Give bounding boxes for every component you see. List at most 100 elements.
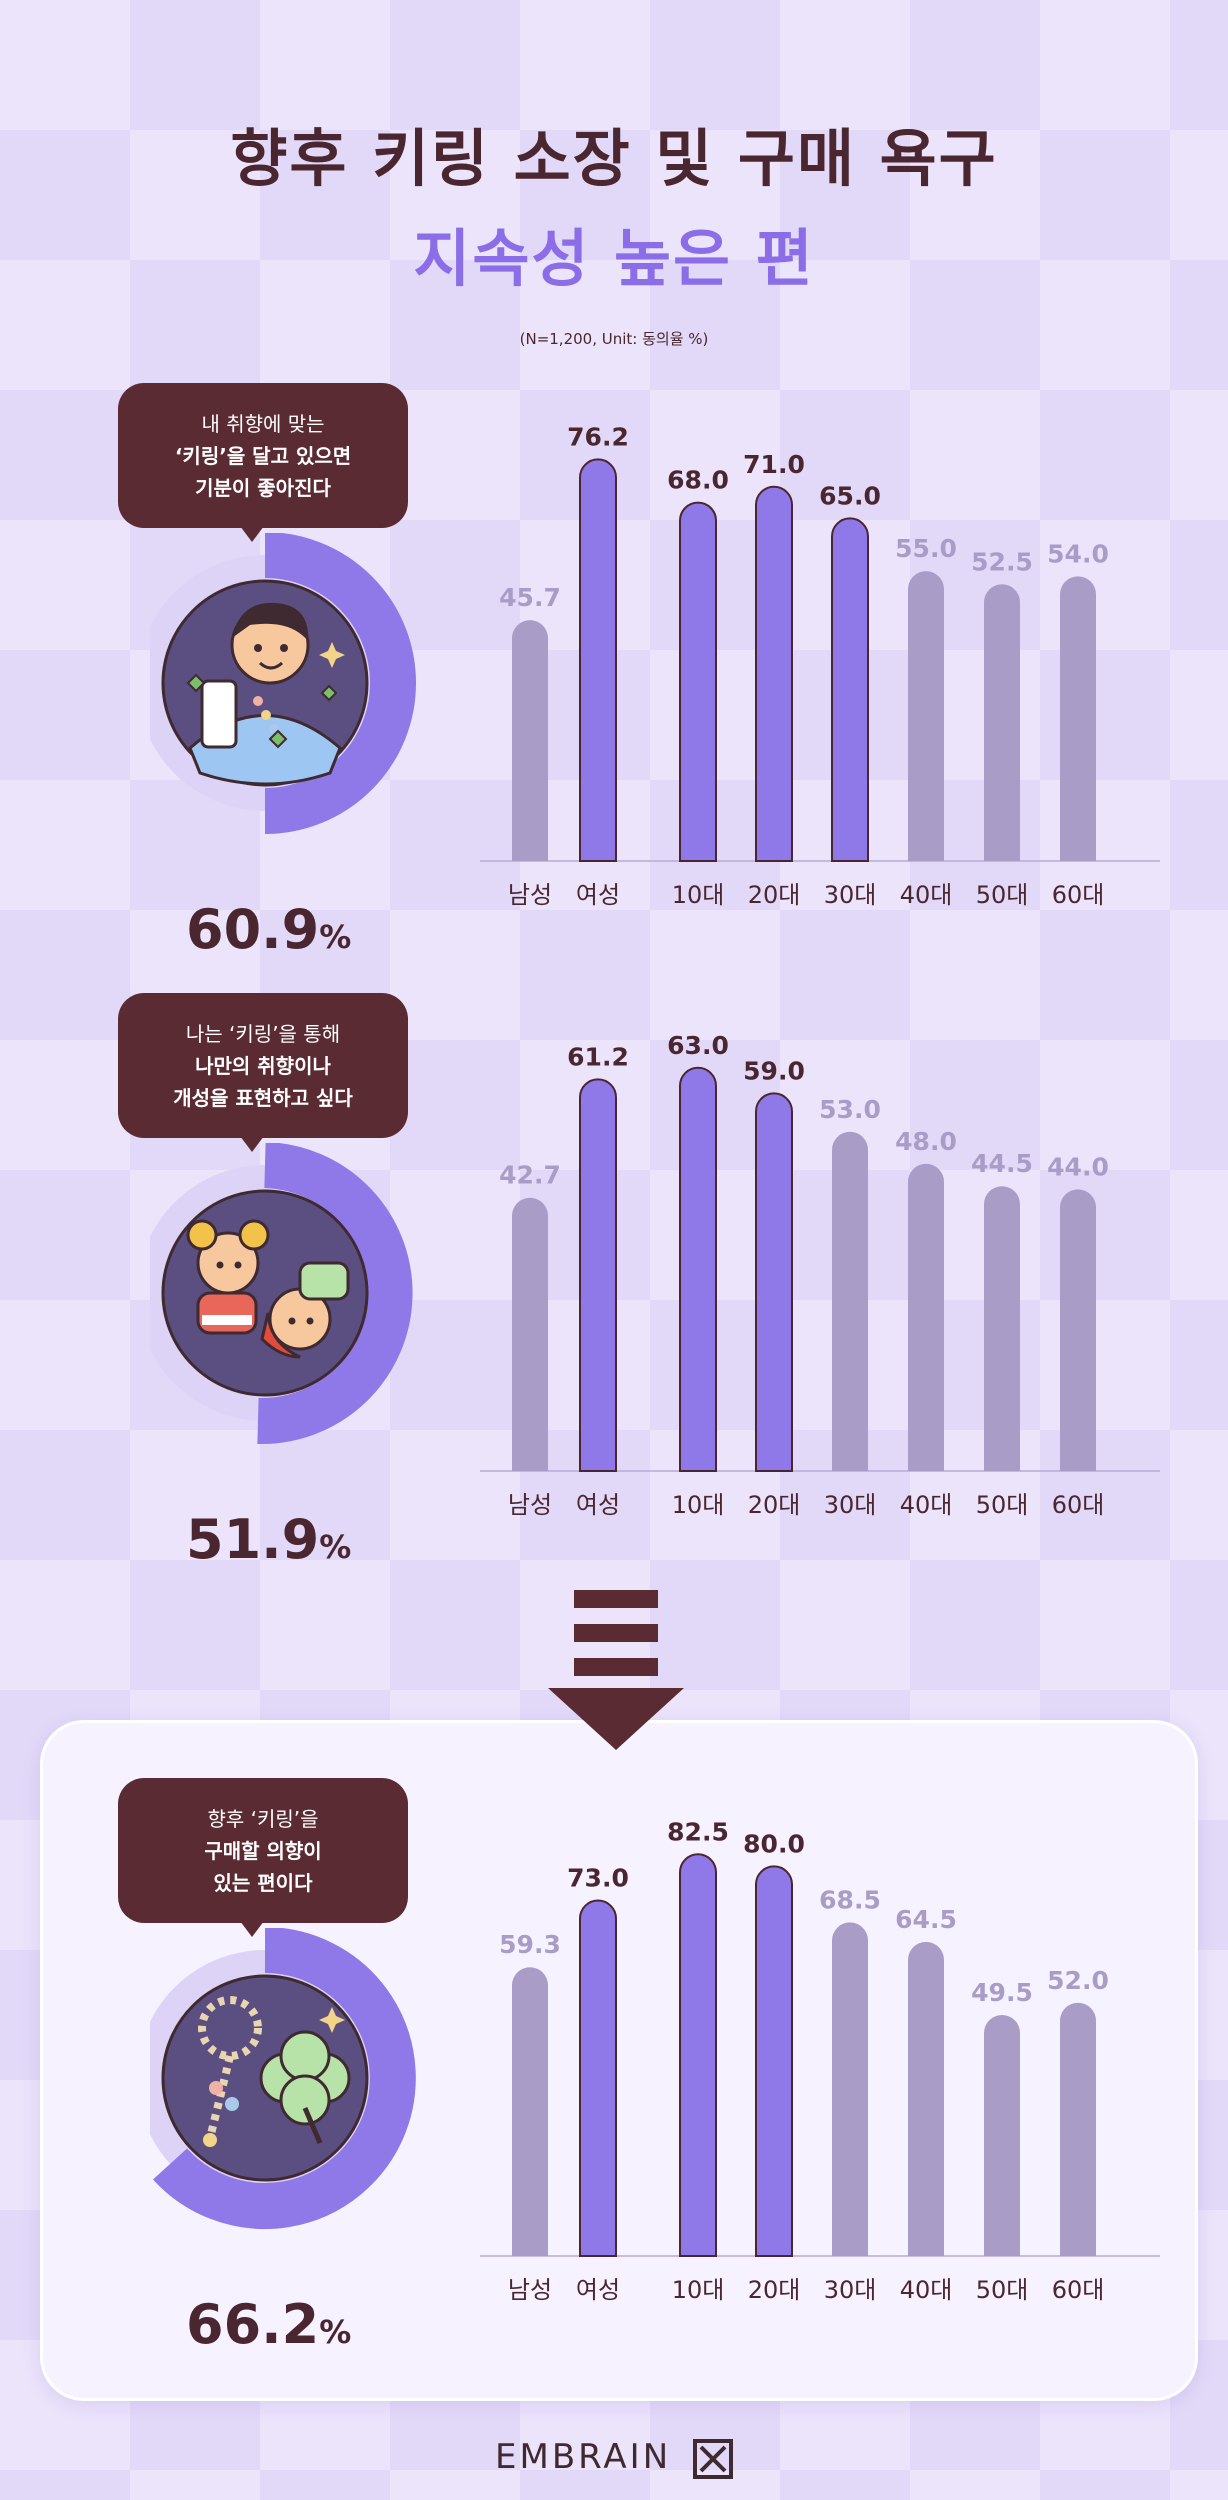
category-label: 50대 [976,2276,1029,2304]
value-label: 52.0 [1047,1966,1109,1995]
bubble-line-bold: 있는 편이다 [213,1870,313,1895]
category-label: 10대 [672,1491,725,1519]
bar-여성 [579,1078,617,1472]
category-label: 40대 [900,1491,953,1519]
doll-keyrings-icon [161,1189,369,1397]
percent-readout: 51.9% [186,1508,351,1571]
value-label: 80.0 [743,1829,805,1858]
bar-10대 [679,1066,717,1472]
category-label: 여성 [576,881,620,909]
value-label: 45.7 [499,583,561,612]
value-label: 68.5 [819,1885,881,1914]
bubble-line: 나는 ‘키링’을 통해 [185,1021,341,1046]
speech-bubble: 나는 ‘키링’을 통해 나만의 취향이나 개성을 표현하고 싶다 [118,993,408,1152]
sample-note: (N=1,200, Unit: 동의율 %) [519,330,709,348]
category-label: 20대 [748,881,801,909]
embrain-mark-icon [692,2438,733,2479]
section-2: 나는 ‘키링’을 통해 나만의 취향이나 개성을 표현하고 싶다 51.9% 4… [0,993,1228,1571]
value-label: 42.7 [499,1161,561,1190]
category-label: 남성 [508,2276,552,2304]
category-label: 20대 [748,1491,801,1519]
percent-readout: 60.9% [186,898,351,961]
section-1: 내 취향에 맞는 ‘키링’을 달고 있으면 기분이 좋아진다 60.9% 45.… [0,383,1228,961]
brand-logo: EMBRAIN [0,2437,1228,2479]
down-arrow-icon [548,1590,684,1750]
value-label: 71.0 [743,450,805,479]
bar-20대 [755,1092,793,1472]
value-label: 73.0 [567,1864,629,1893]
value-label: 48.0 [895,1127,957,1156]
bubble-line-bold: 구매할 의향이 [204,1838,322,1863]
category-label: 40대 [900,2276,953,2304]
bar-여성 [579,458,617,862]
donut-fill [257,1143,413,1445]
donut-gauge [150,1143,413,1445]
category-label: 60대 [1052,1491,1105,1519]
bar-30대 [832,1922,868,2256]
percent-unit: % [319,1528,352,1566]
category-label: 여성 [576,2276,620,2304]
donut-fill [264,533,416,834]
category-label: 남성 [508,1491,552,1519]
bubble-line-bold: ‘키링’을 달고 있으면 [174,443,352,468]
clover-keyring-icon [161,1974,369,2182]
category-label: 10대 [672,881,725,909]
bubble-line: 내 취향에 맞는 [201,411,325,436]
value-label: 59.3 [499,1930,561,1959]
value-label: 52.5 [971,547,1033,576]
bubble-line-bold: 개성을 표현하고 싶다 [173,1085,353,1110]
value-label: 76.2 [567,422,629,451]
value-label: 59.0 [743,1056,805,1085]
category-label: 30대 [824,2276,877,2304]
bubble-line-bold: 기분이 좋아진다 [195,475,331,500]
percent-readout: 66.2% [186,2293,351,2356]
section-3: 향후 ‘키링’을 구매할 의향이 있는 편이다 66.2% 59.3 남성 73.0… [0,1778,1228,2356]
bar-60대 [1060,1189,1096,1471]
category-label: 30대 [824,1491,877,1519]
bar-남성 [512,620,548,861]
bar-chart-3: 59.3 남성 73.0 여성 82.5 10대 80.0 20대 68.5 30대 64.5 40대… [480,1817,1160,2304]
value-label: 65.0 [819,481,881,510]
value-label: 68.0 [667,466,729,495]
bar-50대 [984,584,1020,861]
category-label: 40대 [900,881,953,909]
bar-40대 [908,1163,944,1471]
percent-value: 66.2 [186,2293,320,2356]
category-label: 50대 [976,1491,1029,1519]
percent-value: 60.9 [186,898,320,961]
value-label: 54.0 [1047,539,1109,568]
bar-50대 [984,1186,1020,1471]
category-label: 60대 [1052,2276,1105,2304]
bar-10대 [679,501,717,862]
bar-20대 [755,485,793,862]
donut-gauge [150,1928,416,2229]
category-label: 남성 [508,881,552,909]
bar-60대 [1060,576,1096,861]
bar-10대 [679,1853,717,2257]
bar-40대 [908,1941,944,2256]
logo-text: EMBRAIN [495,2437,672,2477]
category-label: 20대 [748,2276,801,2304]
donut-gauge [150,533,416,834]
bar-30대 [831,517,869,862]
bar-여성 [579,1899,617,2257]
bar-chart-1: 45.7 남성 76.2 여성 68.0 10대 71.0 20대 65.0 30대 55.0 40대… [480,422,1160,909]
speech-bubble: 향후 ‘키링’을 구매할 의향이 있는 편이다 [118,1778,408,1937]
value-label: 55.0 [895,534,957,563]
bar-20대 [755,1865,793,2257]
bubble-line-bold: 나만의 취향이나 [195,1053,331,1078]
value-label: 44.0 [1047,1152,1109,1181]
value-label: 82.5 [667,1817,729,1846]
page-title-line2: 지속성 높은 편 [413,222,815,295]
donut-fill [152,1928,416,2229]
bar-남성 [512,1967,548,2256]
value-label: 49.5 [971,1978,1033,2007]
percent-unit: % [319,918,352,956]
percent-value: 51.9 [186,1508,320,1571]
category-label: 50대 [976,881,1029,909]
value-label: 61.2 [567,1042,629,1071]
category-label: 여성 [576,1491,620,1519]
value-label: 44.5 [971,1149,1033,1178]
bar-남성 [512,1197,548,1471]
value-label: 53.0 [819,1095,881,1124]
